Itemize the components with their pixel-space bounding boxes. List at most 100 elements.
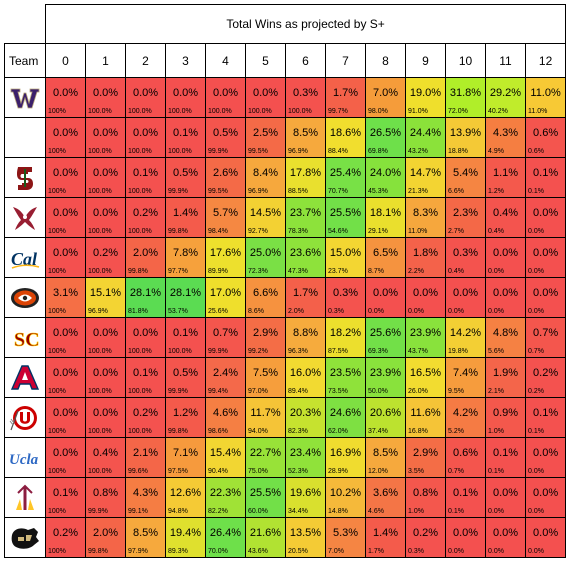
win-probability: 14.7%	[409, 167, 442, 179]
probability-cell: 1.4% 99.8%	[165, 197, 206, 238]
cumulative-probability: 8.7%	[368, 268, 384, 275]
probability-cell: 18.6% 88.4%	[325, 117, 366, 158]
win-probability: 0.0%	[492, 527, 519, 539]
cumulative-probability: 72.3%	[248, 268, 268, 275]
team-row: 0.0% 100% 0.0% 100.0% 0.0% 100.0% 0.1% 100.0% 0.…	[4, 117, 567, 158]
probability-cell: 0.9% 1.0%	[485, 397, 526, 438]
cumulative-probability: 0.1%	[528, 428, 544, 435]
cumulative-probability: 99.9%	[208, 348, 228, 355]
probability-cell: 0.1% 0.1%	[485, 437, 526, 478]
probability-cell: 0.1% 0.1%	[524, 397, 567, 438]
probability-cell: 0.0% 100%	[45, 197, 86, 238]
win-probability: 8.5%	[292, 127, 319, 139]
win-probability: 0.0%	[92, 407, 119, 419]
probability-cell: 19.4% 89.3%	[165, 517, 206, 558]
win-probability: 0.4%	[92, 447, 119, 459]
probability-cell: 0.0% 0.0%	[405, 277, 446, 318]
cumulative-probability: 0.7%	[448, 468, 464, 475]
probability-cell: 2.5% 99.5%	[245, 117, 286, 158]
win-probability: 0.1%	[132, 367, 159, 379]
probability-cell: 18.2% 87.5%	[325, 317, 366, 358]
cumulative-probability: 5.2%	[448, 428, 464, 435]
cumulative-probability: 0.0%	[488, 508, 504, 515]
win-probability: 0.0%	[252, 87, 279, 99]
team-logo-cell	[4, 77, 46, 118]
win-probability: 4.3%	[132, 487, 159, 499]
cumulative-probability: 100.0%	[88, 108, 112, 115]
cumulative-probability: 94.0%	[248, 428, 268, 435]
probability-cell: 0.1% 0.1%	[445, 477, 486, 518]
win-probability: 11.6%	[410, 407, 441, 419]
probability-cell: 0.6% 0.7%	[445, 437, 486, 478]
probability-cell: 0.7% 0.7%	[524, 317, 567, 358]
probability-cell: 0.1% 100.0%	[125, 357, 166, 398]
cumulative-probability: 96.3%	[288, 348, 308, 355]
probability-cell: 0.0% 100.0%	[85, 77, 126, 118]
probability-cell: 1.4% 1.7%	[365, 517, 406, 558]
cumulative-probability: 98.0%	[368, 108, 388, 115]
probability-cell: 18.1% 29.1%	[365, 197, 406, 238]
win-probability: 2.0%	[92, 527, 119, 539]
cumulative-probability: 5.6%	[488, 348, 504, 355]
probability-cell: 0.0% 100.0%	[85, 117, 126, 158]
svg-text:Cal: Cal	[11, 249, 37, 269]
win-probability: 0.0%	[52, 327, 79, 339]
probability-cell: 1.7% 2.0%	[285, 277, 326, 318]
cumulative-probability: 34.4%	[288, 508, 308, 515]
probability-cell: 12.6% 94.8%	[165, 477, 206, 518]
cumulative-probability: 100.0%	[88, 348, 112, 355]
win-probability: 0.0%	[52, 407, 79, 419]
wins-column-header: 12	[524, 43, 567, 78]
probability-cell: 23.4% 52.3%	[285, 437, 326, 478]
probability-cell: 15.4% 90.4%	[205, 437, 246, 478]
win-probability: 18.6%	[329, 127, 362, 139]
probability-cell: 7.1% 97.5%	[165, 437, 206, 478]
cumulative-probability: 100.0%	[128, 428, 152, 435]
cumulative-probability: 70.0%	[208, 548, 228, 555]
cumulative-probability: 25.6%	[208, 308, 228, 315]
win-probability: 13.5%	[289, 527, 322, 539]
probability-cell: 8.5% 97.9%	[125, 517, 166, 558]
cal-logo-icon: Cal	[8, 249, 42, 269]
cumulative-probability: 100%	[48, 468, 66, 475]
cumulative-probability: 18.8%	[448, 148, 468, 155]
cumulative-probability: 1.2%	[488, 188, 504, 195]
probability-cell: 0.0% 100%	[45, 317, 86, 358]
cumulative-probability: 6.6%	[448, 188, 464, 195]
win-probability: 14.5%	[249, 207, 282, 219]
probability-cell: 2.0% 99.8%	[125, 237, 166, 278]
cumulative-probability: 2.1%	[488, 388, 504, 395]
cumulative-probability: 99.6%	[128, 468, 148, 475]
cumulative-probability: 0.0%	[528, 228, 544, 235]
team-logo-cell	[4, 357, 46, 398]
win-probability: 31.8%	[449, 87, 482, 99]
probability-cell: 26.4% 70.0%	[205, 517, 246, 558]
probability-cell: 0.0% 100%	[45, 77, 86, 118]
cumulative-probability: 100.0%	[128, 228, 152, 235]
win-probability: 0.5%	[172, 167, 199, 179]
cumulative-probability: 100.0%	[128, 348, 152, 355]
table-title: Total Wins as projected by S+	[44, 4, 567, 44]
win-probability: 18.2%	[329, 327, 362, 339]
win-probability: 0.0%	[492, 247, 519, 259]
probability-cell: 0.2% 100.0%	[85, 237, 126, 278]
cumulative-probability: 100.0%	[168, 108, 192, 115]
win-probability: 5.3%	[332, 527, 359, 539]
cumulative-probability: 100%	[48, 428, 66, 435]
win-probability: 2.0%	[132, 247, 159, 259]
win-probability: 0.3%	[332, 287, 359, 299]
probability-cell: 0.0% 0.0%	[524, 277, 567, 318]
cumulative-probability: 100.0%	[128, 148, 152, 155]
probability-cell: 23.7% 78.3%	[285, 197, 326, 238]
cumulative-probability: 100.0%	[88, 228, 112, 235]
cumulative-probability: 69.3%	[368, 348, 388, 355]
win-probability: 17.0%	[209, 287, 242, 299]
probability-cell: 0.5% 99.9%	[165, 157, 206, 198]
probability-cell: 11.0% 11.0%	[524, 77, 567, 118]
win-probability: 0.6%	[452, 447, 479, 459]
probability-cell: 0.1% 100%	[45, 477, 86, 518]
cumulative-probability: 96.9%	[88, 308, 108, 315]
cumulative-probability: 20.5%	[288, 548, 308, 555]
cumulative-probability: 97.0%	[248, 388, 268, 395]
